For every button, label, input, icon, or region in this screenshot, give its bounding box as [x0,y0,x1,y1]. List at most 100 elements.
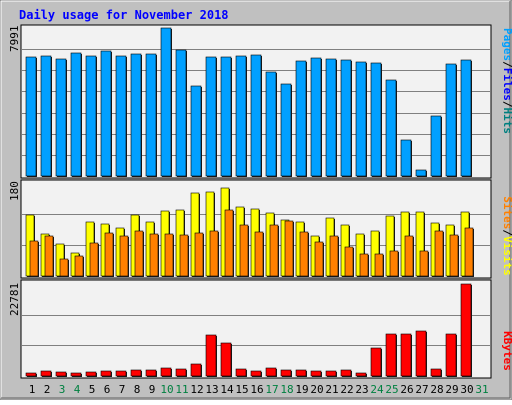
side-legend-pages: Pages [501,28,512,61]
kbytes-bar [145,369,157,377]
hits-bar [115,55,127,177]
sites-bar [449,234,459,277]
kbytes-panel: 22781 [8,279,492,379]
kbytes-bar [265,367,277,377]
sites-bar [89,242,99,277]
side-legend-sep: / [501,61,512,68]
hits-bar [190,85,202,177]
sites-bar [224,209,234,277]
kbytes-bar [205,334,217,377]
kbytes-side-legend: KBytes [501,331,512,371]
hits-bar [55,58,67,177]
hits-bar [175,49,187,177]
kbytes-bar [85,371,97,377]
day-label: 25 [385,383,398,396]
kbytes-bar [370,347,382,377]
sites-bar [299,231,309,277]
sites-bar [419,250,429,277]
kbytes-bar [220,342,232,377]
day-label: 19 [295,383,308,396]
sites-bar [434,230,444,277]
hits-bar [70,52,82,177]
side-legend-files: Files [501,68,512,101]
kbytes-bar [175,368,187,377]
day-label: 16 [250,383,263,396]
kbytes-bar [235,368,247,377]
hits-bar [295,60,307,177]
kbytes-bar [295,369,307,377]
kbytes-bar [100,370,112,377]
hits-ymax-label: 7991 [8,26,21,53]
kbytes-plot-area [20,279,492,379]
kbytes-bar [115,370,127,377]
hits-bar [145,53,157,177]
day-label: 1 [29,383,36,396]
hits-bar [310,57,322,177]
day-label: 4 [74,383,81,396]
sites-bar [329,235,339,277]
side-legend-visits: Visits [501,236,512,276]
day-label: 17 [265,383,278,396]
hits-bar [85,55,97,177]
day-label: 2 [44,383,51,396]
day-label: 9 [149,383,156,396]
kbytes-bar [250,370,262,377]
day-label: 18 [280,383,293,396]
hits-side-legend: Pages/Files/Hits [501,28,512,134]
sites-bar [254,231,264,277]
day-label: 15 [235,383,248,396]
side-legend-sep: / [501,229,512,236]
sites-bar [239,224,249,277]
kbytes-ymax-label: 22781 [8,283,21,316]
kbytes-bar [430,368,442,377]
sites-bar [464,227,474,277]
hits-bar [130,53,142,177]
sites-bar [209,230,219,277]
kbytes-bar [400,333,412,377]
day-label: 13 [205,383,218,396]
sites-bar [149,233,159,277]
sites-bar [179,234,189,277]
kbytes-bar [130,369,142,377]
sites-bar [314,241,324,277]
kbytes-bar [280,369,292,377]
sites-bar [389,250,399,277]
hits-bar [40,55,52,177]
kbytes-bar [355,372,367,377]
hits-bar [265,71,277,177]
side-legend-sep: / [501,101,512,108]
day-label: 11 [175,383,188,396]
kbytes-bar [445,333,457,377]
kbytes-bar [385,333,397,377]
sites-bar [164,233,174,277]
day-label: 24 [370,383,384,396]
sites-bar [374,253,384,277]
hits-bar [445,63,457,177]
day-label: 29 [445,383,458,396]
kbytes-bar [325,370,337,377]
kbytes-bar [340,369,352,377]
sites-bar [104,232,114,277]
kbytes-bar [55,371,67,377]
sites-bar [404,235,414,277]
kbytes-bar [460,283,472,377]
hits-bar [415,169,427,177]
sites-bar [59,258,69,277]
day-label: 14 [220,383,234,396]
sites-bar [134,230,144,277]
kbytes-bar [70,372,82,377]
day-label: 3 [59,383,66,396]
hits-bar [325,58,337,177]
hits-bar [400,139,412,177]
hits-bar [355,61,367,177]
kbytes-bar [25,372,37,377]
kbytes-bar [190,363,202,377]
side-legend-hits: Hits [501,108,512,135]
chart-title: Daily usage for November 2018 [19,8,229,22]
sites-bar [269,224,279,277]
day-label: 8 [134,383,141,396]
hits-bar [460,59,472,177]
day-label: 20 [310,383,323,396]
kbytes-bar [415,330,427,377]
